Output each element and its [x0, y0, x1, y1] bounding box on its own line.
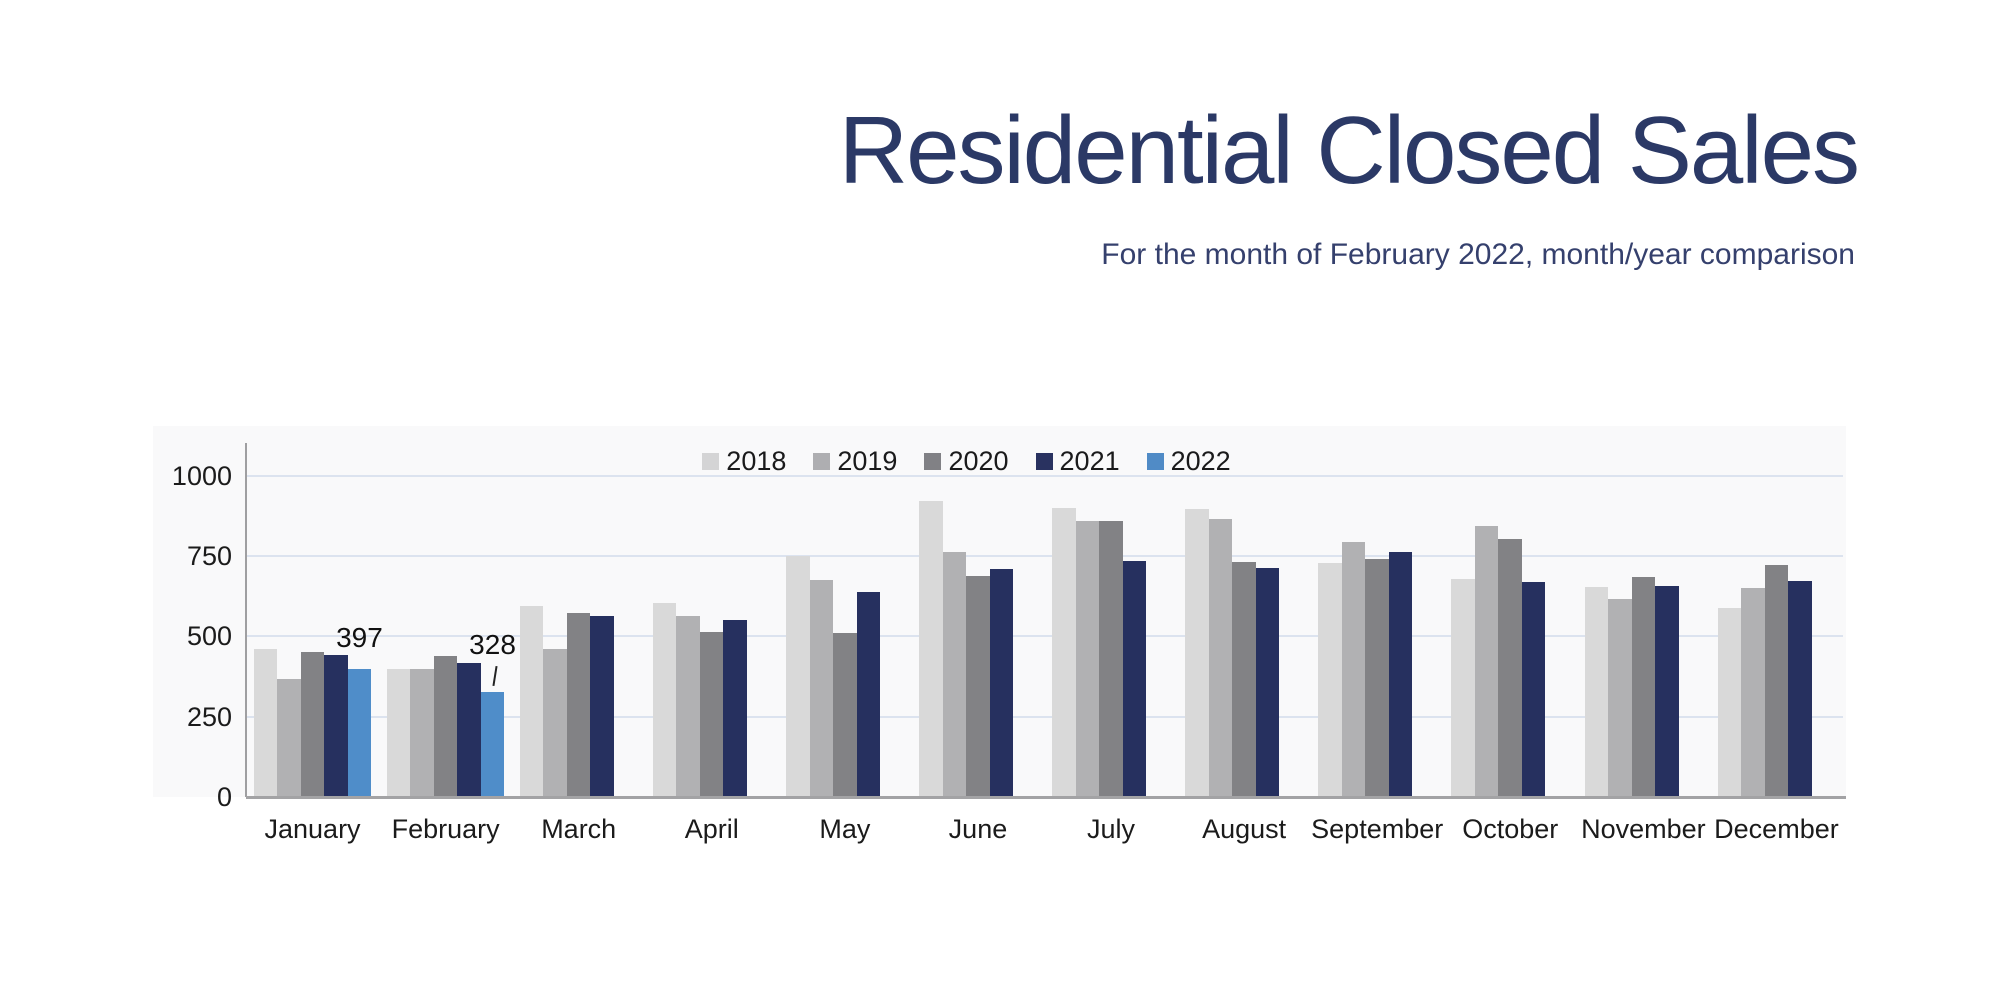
legend-item-2022: 2022 [1146, 446, 1231, 477]
bar-2020-june [966, 576, 990, 797]
legend-item-2021: 2021 [1035, 446, 1120, 477]
bar-2018-september [1318, 562, 1342, 797]
x-label-november: November [1581, 814, 1706, 844]
bar-2019-august [1208, 518, 1233, 797]
bar-2020-october [1498, 539, 1522, 797]
bar-2019-june [942, 552, 967, 797]
bar-2021-june [989, 568, 1014, 797]
bar-2021-september [1388, 551, 1413, 797]
bar-2020-may [833, 632, 857, 797]
x-label-may: May [819, 814, 871, 844]
legend-swatch-icon-2022 [1146, 453, 1164, 470]
bar-2021-may [856, 592, 881, 797]
gridline-1000 [246, 474, 1843, 477]
x-axis-line [246, 796, 1846, 799]
bar-2019-march [543, 649, 567, 797]
gridline-750 [246, 555, 1843, 558]
gridline-500 [246, 635, 1843, 638]
bar-2021-october [1521, 582, 1546, 797]
y-axis-line [245, 443, 247, 797]
bar-2021-august [1255, 568, 1280, 797]
bar-2020-april [699, 632, 724, 797]
bar-2018-june [919, 501, 943, 797]
bar-2018-october [1451, 579, 1475, 797]
legend-label-2022: 2022 [1170, 446, 1231, 476]
bar-2018-may [786, 556, 810, 797]
x-label-april: April [684, 814, 739, 844]
bar-2019-december [1741, 587, 1765, 797]
y-tick-label-500: 500 [186, 621, 232, 652]
y-tick-label-0: 0 [216, 782, 232, 812]
chart-title: Residential Closed Sales [838, 97, 1860, 204]
y-tick-label-750: 750 [186, 541, 232, 572]
bar-2018-august [1185, 509, 1209, 797]
bar-2021-april [723, 619, 747, 797]
bar-2019-october [1474, 526, 1499, 797]
legend-item-2019: 2019 [813, 446, 897, 477]
bar-2018-january [253, 649, 278, 797]
bar-2021-july [1122, 560, 1147, 797]
legend-swatch-icon-2018 [702, 453, 720, 470]
bar-2018-july [1052, 507, 1076, 797]
x-label-august: August [1202, 814, 1287, 844]
bar-2020-july [1099, 521, 1123, 797]
legend-swatch-icon-2020 [924, 453, 942, 470]
bar-2018-december [1717, 608, 1742, 797]
x-label-june: June [948, 814, 1008, 844]
bar-2020-february [433, 656, 458, 797]
x-label-july: July [1087, 814, 1136, 844]
legend-item-2020: 2020 [924, 446, 1009, 477]
x-label-october: October [1462, 814, 1559, 844]
data-label-2022-january: 397 [336, 622, 383, 654]
legend-label-2018: 2018 [726, 446, 787, 476]
bar-2022-january [347, 669, 372, 797]
x-label-december: December [1714, 814, 1839, 844]
legend-label-2021: 2021 [1059, 446, 1120, 476]
data-label-2022-february: 328 [469, 628, 516, 660]
bar-2021-november [1655, 585, 1679, 797]
bar-2019-july [1075, 521, 1100, 797]
legend-item-2018: 2018 [702, 446, 786, 477]
chart-legend: 2018 2019 2020 2021 2022 [168, 446, 1765, 477]
bar-2018-february [386, 669, 411, 797]
bar-2019-september [1341, 541, 1366, 797]
x-label-january: January [264, 814, 361, 844]
x-label-march: March [541, 814, 617, 844]
bar-2019-april [676, 615, 700, 797]
x-label-february: February [391, 814, 500, 844]
bar-2020-august [1232, 561, 1256, 797]
y-tick-label-250: 250 [186, 701, 232, 732]
bar-2019-may [809, 579, 834, 797]
bar-2018-november [1584, 587, 1609, 797]
legend-swatch-icon-2021 [1035, 453, 1053, 470]
legend-label-2019: 2019 [837, 446, 898, 476]
bar-2021-march [590, 616, 614, 797]
bar-2020-january [300, 652, 325, 797]
bar-2018-march [519, 605, 544, 797]
legend-label-2020: 2020 [948, 446, 1009, 476]
bar-2020-september [1365, 559, 1389, 797]
bar-2022-february [480, 691, 505, 797]
x-label-september: September [1311, 814, 1444, 844]
bar-2021-february [457, 662, 481, 797]
gridline-250 [246, 715, 1843, 718]
bar-2020-december [1764, 564, 1789, 797]
bar-2020-november [1631, 576, 1656, 797]
bar-2019-february [410, 668, 434, 797]
y-tick-label-1000: 1000 [171, 460, 232, 491]
bar-2021-december [1788, 581, 1812, 797]
bar-2020-march [566, 613, 591, 797]
chart-subtitle: For the month of February 2022, month/ye… [1101, 238, 1855, 271]
legend-swatch-icon-2019 [813, 453, 831, 470]
bar-2019-november [1608, 599, 1632, 797]
bar-2021-january [324, 655, 348, 797]
bar-2019-january [277, 678, 301, 797]
bar-2018-april [652, 602, 677, 797]
